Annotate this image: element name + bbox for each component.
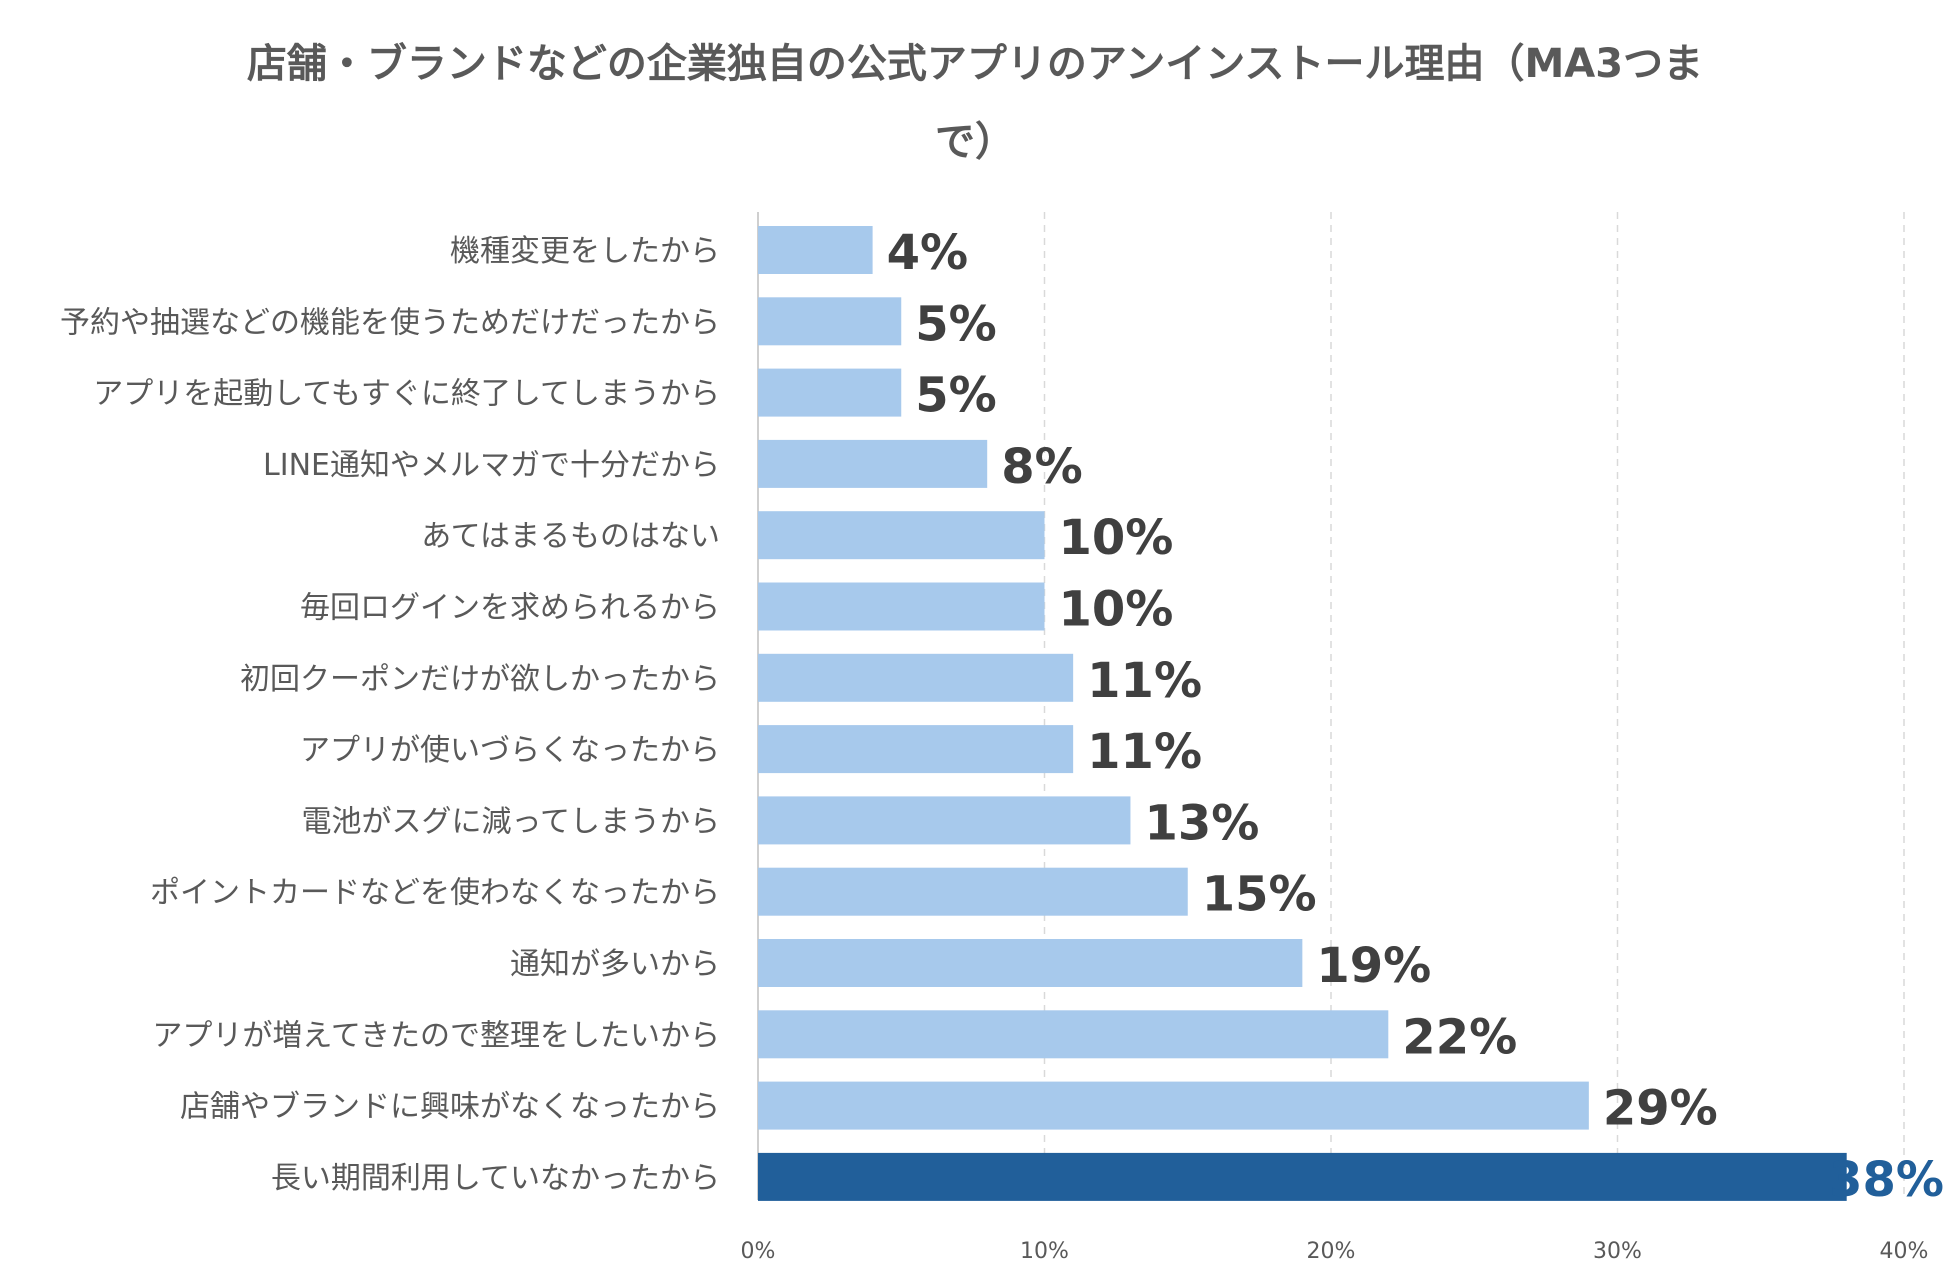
data-label: 38% [1829, 1152, 1944, 1208]
chart-title-line-1: 店舗・ブランドなどの企業独自の公式アプリのアンインストール理由（MA3つま [247, 41, 1703, 87]
bar [758, 511, 1045, 560]
data-label: 8% [1001, 439, 1082, 495]
chart-title-line-2: で） [935, 119, 1015, 165]
bar [758, 653, 1074, 702]
data-label: 15% [1202, 867, 1317, 923]
x-tick-label: 30% [1593, 1239, 1642, 1264]
bar [758, 939, 1303, 987]
category-label: 初回クーポンだけが欲しかったから [240, 662, 720, 697]
data-label: 4% [887, 225, 969, 281]
category-label: あてはまるものはない [421, 519, 720, 554]
category-label: 電池がスグに減ってしまうから [302, 804, 721, 839]
bar [758, 725, 1074, 774]
data-label: 22% [1402, 1009, 1517, 1065]
bar [758, 439, 988, 488]
data-label: 10% [1059, 582, 1174, 638]
x-tick-label: 0% [741, 1239, 776, 1264]
data-label: 19% [1316, 938, 1431, 994]
data-label: 11% [1087, 724, 1202, 780]
category-label: 通知が多いから [510, 947, 720, 982]
category-label: 予約や抽選などの機能を使うためだけだったから [60, 305, 720, 340]
category-label: 機種変更をしたから [450, 234, 720, 269]
data-label: 29% [1603, 1081, 1718, 1137]
data-label: 5% [915, 296, 997, 352]
bar [758, 582, 1045, 631]
bar [758, 796, 1131, 845]
bars [758, 226, 1847, 1201]
category-label: 長い期間利用していなかったから [271, 1161, 720, 1196]
data-label: 13% [1144, 795, 1259, 851]
value-labels: 4%5%5%8%10%10%11%11%13%15%19%22%29%38% [887, 225, 1944, 1208]
x-tick-label: 10% [1020, 1239, 1069, 1264]
bar [758, 226, 873, 274]
category-label: 店舗やブランドに興味がなくなったから [180, 1090, 720, 1125]
category-labels: 機種変更をしたから予約や抽選などの機能を使うためだけだったからアプリを起動しても… [60, 234, 720, 1196]
data-label: 10% [1059, 510, 1174, 566]
category-label: 毎回ログインを求められるから [300, 591, 720, 626]
chart-title: 店舗・ブランドなどの企業独自の公式アプリのアンインストール理由（MA3つま で） [247, 41, 1703, 165]
category-label: ポイントカードなどを使わなくなったから [150, 876, 720, 911]
bar [758, 1152, 1847, 1201]
category-label: アプリを起動してもすぐに終了してしまうから [93, 377, 720, 412]
bar [758, 1010, 1389, 1059]
bar [758, 1081, 1589, 1130]
category-label: LINE通知やメルマガで十分だから [263, 448, 720, 483]
x-tick-label: 40% [1880, 1239, 1929, 1264]
data-label: 5% [915, 368, 997, 424]
bar [758, 368, 902, 417]
x-axis-ticks: 0% 10% 20% 30% 40% [741, 1239, 1929, 1264]
data-label: 11% [1087, 653, 1202, 709]
category-label: アプリが増えてきたので整理をしたいから [152, 1018, 720, 1053]
bar [758, 867, 1188, 916]
category-label: アプリが使いづらくなったから [300, 733, 720, 768]
bar [758, 297, 902, 346]
x-tick-label: 20% [1307, 1239, 1356, 1264]
